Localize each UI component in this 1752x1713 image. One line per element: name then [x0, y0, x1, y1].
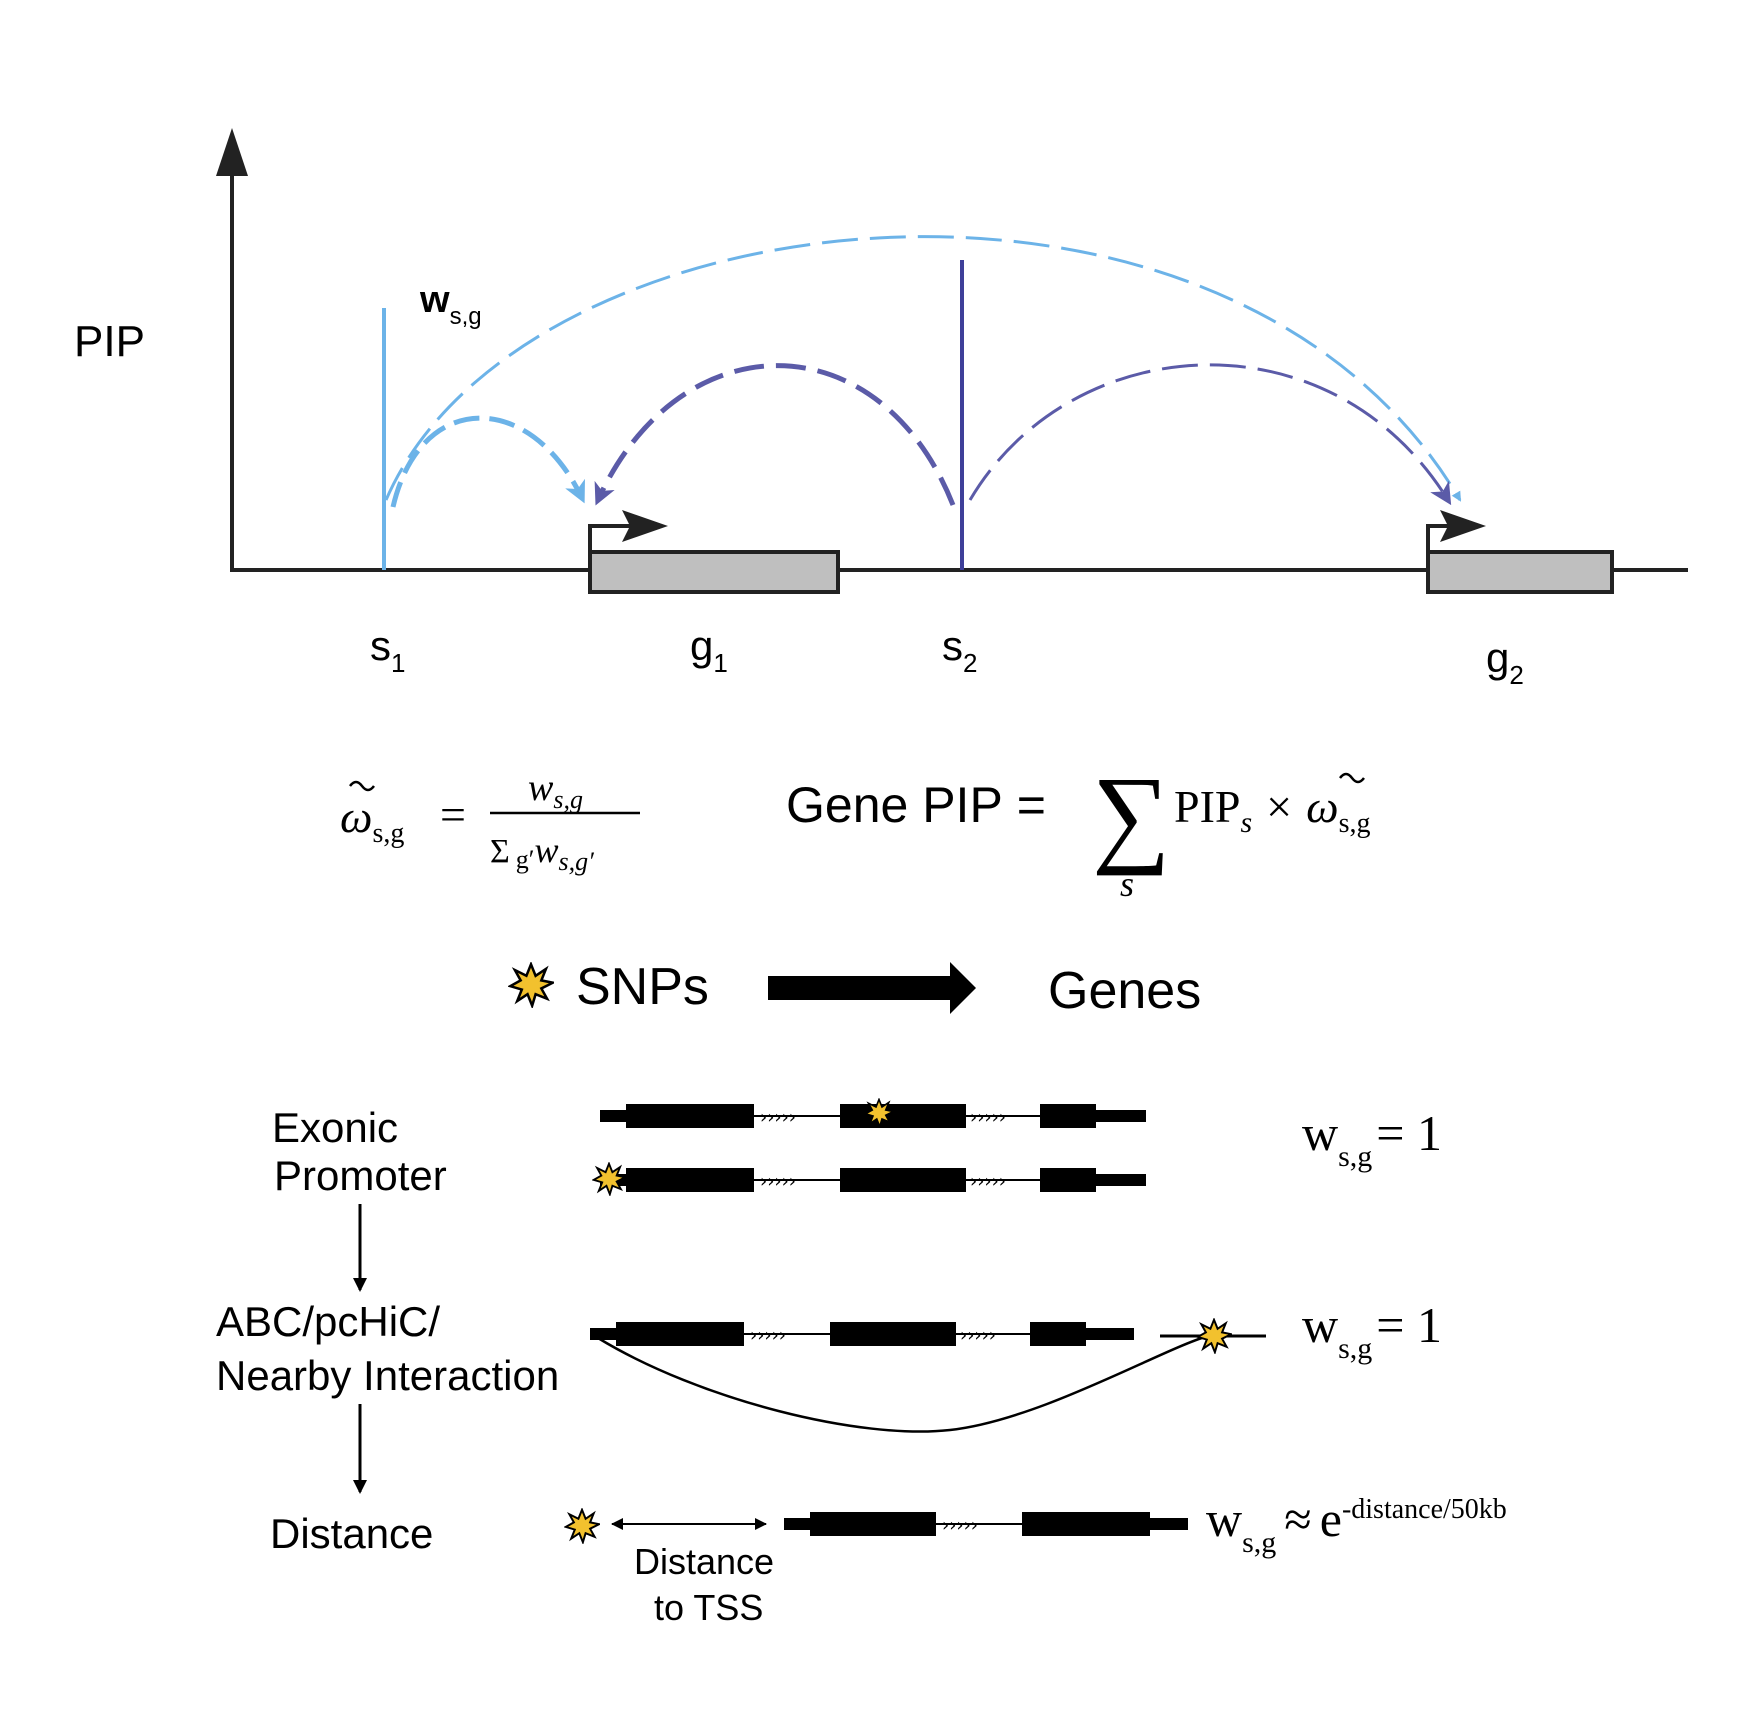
gene1-body	[588, 510, 840, 594]
omega2-sub: s,g	[1339, 808, 1371, 839]
omega2: ω	[1306, 781, 1338, 832]
formula-equals: =	[440, 789, 466, 840]
promoter-snp-icon	[592, 1162, 626, 1196]
svg-text:›››››: ›››››	[760, 1171, 796, 1192]
snp1-sub: 1	[391, 648, 405, 678]
svg-text:›››››: ›››››	[970, 1171, 1006, 1192]
exonic-label: Exonic	[272, 1104, 398, 1151]
svg-text:›››››: ›››››	[760, 1107, 796, 1128]
gene-pip-formula: Gene PIP = ∑ s PIPs × ωs,g	[786, 754, 1371, 904]
omega-symbol: ω	[340, 791, 372, 842]
weight-distance: ws,g ≈ e-distance/50kb	[1206, 1491, 1507, 1559]
weight-label-sub: s,g	[450, 303, 482, 330]
svg-text:›››››: ›››››	[750, 1325, 786, 1346]
numerator-main: w	[528, 767, 554, 809]
gene-model-promoter: ››››› ›››››	[592, 1162, 1146, 1196]
gene2-label: g2	[1486, 634, 1524, 690]
abc-label-line1: ABC/pcHiC/	[216, 1298, 440, 1345]
weight-exonic-promoter: ws,g= 1	[1302, 1105, 1442, 1173]
denominator-sigma: Σ	[490, 833, 510, 870]
times-sign: ×	[1266, 781, 1292, 832]
snp-star-icon	[509, 963, 554, 1007]
pip-main: PIP	[1174, 781, 1240, 832]
snp2-main: s	[942, 622, 963, 669]
svg-text:Σg′ws,g′: Σg′ws,g′	[490, 830, 594, 876]
gene1-label: g1	[690, 622, 728, 678]
gene-model-abc: ››››› ›››››	[590, 1318, 1266, 1433]
chromatin-loop	[597, 1334, 1209, 1433]
distance-caption-line1: Distance	[634, 1541, 774, 1582]
gene-model-exonic: ››››› ›››››	[600, 1098, 1146, 1128]
gene-model-distance: ›››››	[564, 1508, 1188, 1544]
sum-index: s	[1120, 864, 1134, 904]
numerator-sub: s,g	[553, 785, 583, 814]
sum-symbol: ∑	[1092, 754, 1170, 876]
arc-s1-to-g2	[384, 235, 1462, 502]
gene2-tss-arrow	[1440, 510, 1486, 542]
gene1-main: g	[690, 622, 713, 669]
snp1-label: s1	[370, 622, 405, 678]
svg-text:›››››: ›››››	[970, 1107, 1006, 1128]
denominator-main: w	[534, 830, 558, 870]
exonic-snp-icon	[864, 1098, 894, 1128]
gene1-tss-arrow	[622, 510, 668, 542]
svg-text:ws,g: ws,g	[528, 767, 583, 814]
pip-sub: s	[1240, 806, 1252, 839]
weight-abc: ws,g= 1	[1302, 1297, 1442, 1365]
denominator-sub: s,g′	[559, 847, 595, 876]
svg-text:›››››: ›››››	[942, 1515, 978, 1536]
arc-s2-to-g1	[594, 363, 956, 506]
promoter-label: Promoter	[274, 1152, 447, 1199]
svg-text:PIPs×ωs,g: PIPs × ωs,g	[1174, 781, 1371, 839]
y-axis	[216, 128, 248, 572]
gene2-sub: 2	[1509, 660, 1523, 690]
snp2-label: s2	[942, 622, 977, 678]
svg-text:ωs,g: ωs,g	[340, 791, 404, 849]
omega-tilde	[349, 780, 375, 792]
gene2-main: g	[1486, 634, 1509, 681]
arc-s2-to-g2	[968, 363, 1452, 506]
flow-arrow-icon	[768, 962, 976, 1014]
distance-label: Distance	[270, 1510, 433, 1557]
snp1-main: s	[370, 622, 391, 669]
omega2-tilde	[1339, 772, 1365, 784]
y-axis-label: PIP	[74, 317, 145, 366]
flow-snps-label: SNPs	[576, 958, 709, 1016]
abc-label-line2: Nearby Interaction	[216, 1352, 559, 1399]
svg-text:›››››: ›››››	[960, 1325, 996, 1346]
flow-genes-label: Genes	[1048, 962, 1201, 1020]
distance-caption-line2: to TSS	[654, 1587, 763, 1628]
enhancer-snp-icon	[1196, 1318, 1232, 1354]
distance-snp-icon	[564, 1508, 600, 1544]
denominator-g: g′	[516, 845, 535, 874]
omega-sub: s,g	[372, 818, 404, 849]
weight-label: ws,g	[419, 279, 482, 330]
gene-pip-label: Gene PIP =	[786, 777, 1046, 833]
gene1-sub: 1	[713, 648, 727, 678]
snp2-sub: 2	[963, 648, 977, 678]
gene2-body	[1426, 510, 1614, 594]
weight-label-main: w	[419, 279, 450, 321]
arc-s1-to-g1	[390, 415, 585, 508]
